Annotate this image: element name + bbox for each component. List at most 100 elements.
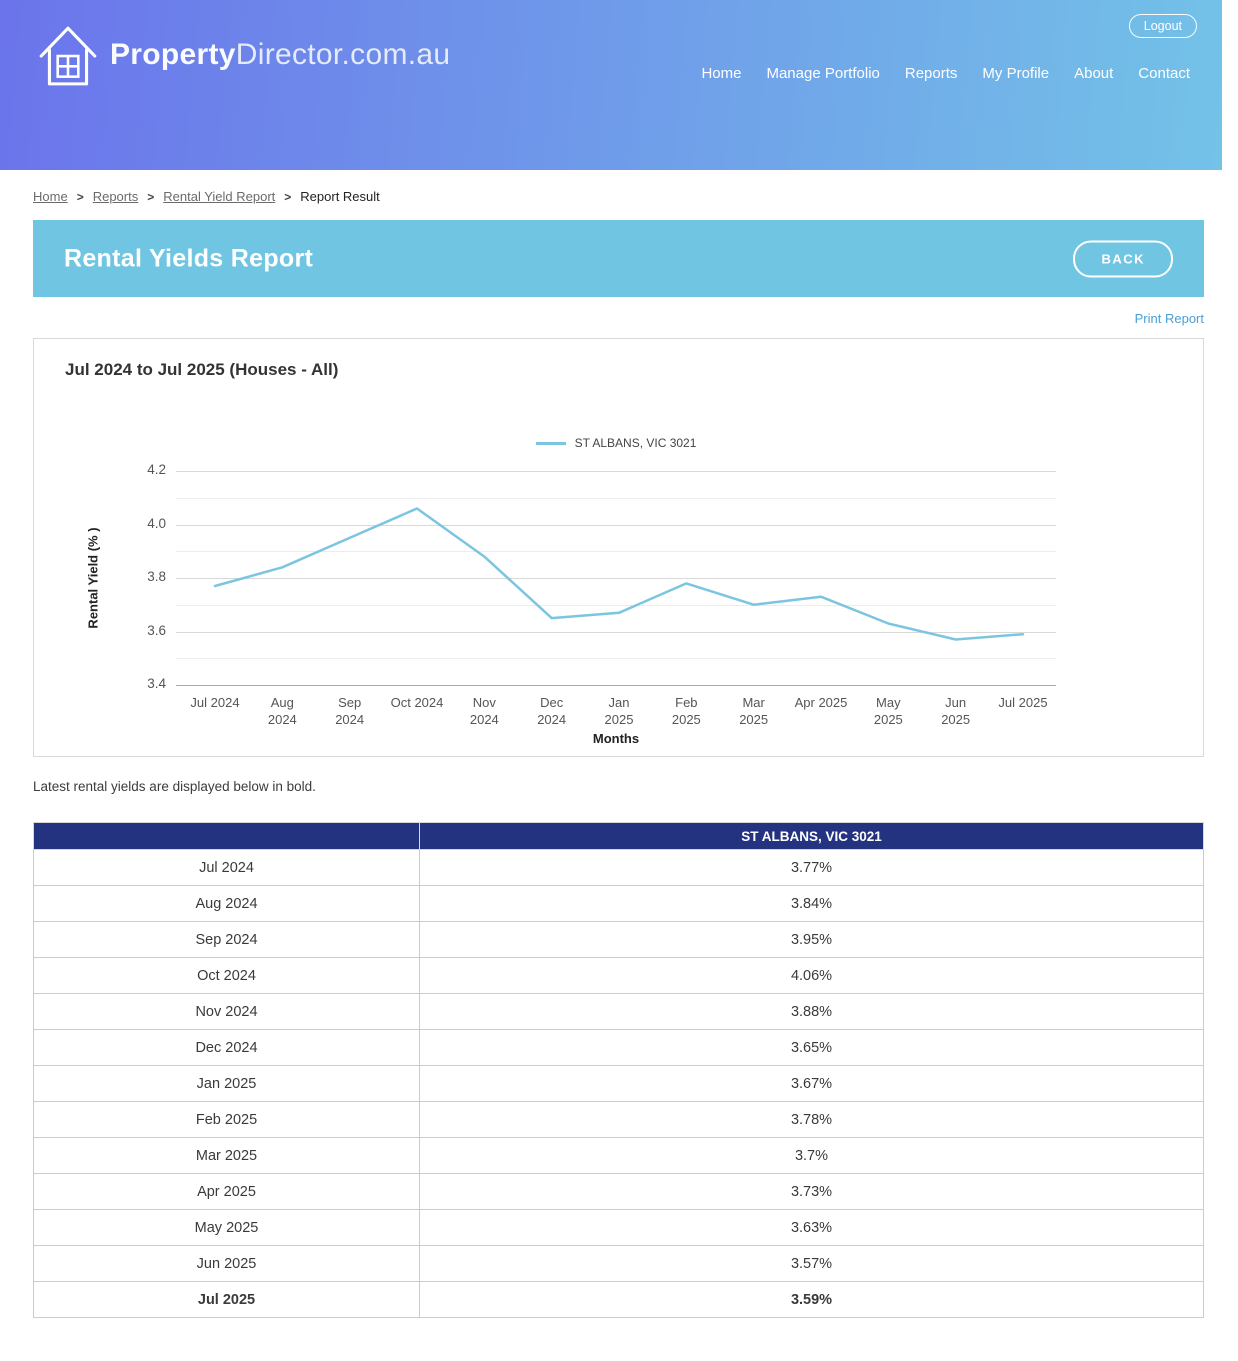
print-report-link[interactable]: Print Report <box>1134 311 1204 326</box>
table-row: Apr 2025 3.73% <box>33 1173 1204 1210</box>
table-row: Mar 2025 3.7% <box>33 1137 1204 1174</box>
table-row: Sep 2024 3.95% <box>33 921 1204 958</box>
yield-cell: 4.06% <box>419 957 1204 994</box>
breadcrumb-separator: > <box>147 189 155 204</box>
house-icon <box>39 26 97 86</box>
app-header: PropertyDirector.com.au Logout Home Manag… <box>0 0 1222 170</box>
yield-cell: 3.63% <box>419 1209 1204 1246</box>
yield-cell: 3.88% <box>419 993 1204 1030</box>
report-banner: Rental Yields Report BACK <box>33 220 1204 297</box>
table-row: Jul 2025 3.59% <box>33 1281 1204 1318</box>
table-row: Oct 2024 4.06% <box>33 957 1204 994</box>
legend-line-swatch <box>535 441 566 445</box>
yield-cell: 3.84% <box>419 885 1204 922</box>
x-tick-label: Jul 2025 <box>998 695 1048 710</box>
month-cell: Dec 2024 <box>33 1029 420 1066</box>
yield-cell: 3.65% <box>419 1029 1204 1066</box>
month-cell: Nov 2024 <box>33 993 420 1030</box>
gridline <box>176 471 1056 472</box>
x-tick-label: May 2025 <box>873 695 903 727</box>
chart-legend: ST ALBANS, VIC 3021 <box>176 436 1056 450</box>
nav-link-contact[interactable]: Contact <box>1138 65 1190 82</box>
table-row: Dec 2024 3.65% <box>33 1029 1204 1066</box>
chart-card: Jul 2024 to Jul 2025 (Houses - All) ST A… <box>33 338 1204 757</box>
y-tick-label: 4.2 <box>147 462 166 477</box>
x-tick-label: Apr 2025 <box>794 695 848 710</box>
nav-link-about[interactable]: About <box>1074 65 1114 82</box>
table-row: May 2025 3.63% <box>33 1209 1204 1246</box>
breadcrumb-item-home[interactable]: Home <box>33 189 68 204</box>
x-tick-label: Nov 2024 <box>469 695 499 727</box>
yield-cell: 3.59% <box>419 1281 1204 1318</box>
x-tick-label: Sep 2024 <box>335 695 365 727</box>
breadcrumb: Home > Reports > Rental Yield Report > Report … <box>33 189 380 204</box>
yields-table: ST ALBANS, VIC 3021 Jul 2024 3.77% Aug 202… <box>33 822 1204 1318</box>
table-header-location: ST ALBANS, VIC 3021 <box>419 822 1204 850</box>
x-tick-label: Jun 2025 <box>941 695 971 727</box>
month-cell: Feb 2025 <box>33 1101 420 1138</box>
main-nav: Home Manage Portfolio Reports My Profile Abo… <box>701 65 1190 82</box>
logo-text: PropertyDirector.com.au <box>110 38 450 72</box>
logo-text-light: Director.com.au <box>235 38 451 71</box>
month-cell: Jan 2025 <box>33 1065 420 1102</box>
yield-cell: 3.78% <box>419 1101 1204 1138</box>
x-tick-label: Feb 2025 <box>671 695 701 727</box>
chart-canvas <box>213 507 1025 641</box>
table-row: Nov 2024 3.88% <box>33 993 1204 1030</box>
nav-link-home[interactable]: Home <box>701 65 742 82</box>
table-header-row: ST ALBANS, VIC 3021 <box>33 822 1204 850</box>
rental-yield-line <box>213 507 1025 641</box>
breadcrumb-item-reports[interactable]: Reports <box>92 189 139 204</box>
table-row: Jul 2024 3.77% <box>33 849 1204 886</box>
y-tick-label: 3.8 <box>147 569 166 584</box>
gridline <box>176 604 1056 606</box>
table-header-month <box>33 822 420 850</box>
nav-link-my-profile[interactable]: My Profile <box>982 65 1050 82</box>
gridline <box>176 658 1056 660</box>
logo-text-bold: Property <box>110 38 236 71</box>
month-cell: Sep 2024 <box>33 921 420 958</box>
chart-title: Jul 2024 to Jul 2025 (Houses - All) <box>65 360 339 379</box>
yield-cell: 3.67% <box>419 1065 1204 1102</box>
note-text: Latest rental yields are displayed below… <box>33 779 316 794</box>
month-cell: Jul 2025 <box>33 1281 420 1318</box>
y-tick-label: 4.0 <box>147 515 166 531</box>
yield-cell: 3.7% <box>419 1137 1204 1174</box>
legend-label: ST ALBANS, VIC 3021 <box>574 436 697 450</box>
x-tick-label: Aug 2024 <box>267 695 297 727</box>
y-tick-label: 3.4 <box>147 676 166 691</box>
gridline <box>176 685 1056 686</box>
yields-table-body: Jul 2024 3.77% Aug 2024 3.84% Sep 2024 3.95% O… <box>33 849 1204 1318</box>
yield-cell: 3.57% <box>419 1245 1204 1282</box>
table-row: Jan 2025 3.67% <box>33 1065 1204 1102</box>
breadcrumb-separator: > <box>284 189 292 204</box>
x-axis-label: Months <box>592 731 640 746</box>
yield-cell: 3.77% <box>419 849 1204 886</box>
gridline <box>176 578 1056 579</box>
nav-link-manage-portfolio[interactable]: Manage Portfolio <box>766 65 880 82</box>
x-tick-label: Mar 2025 <box>739 695 769 727</box>
month-cell: Oct 2024 <box>33 957 420 994</box>
yield-cell: 3.73% <box>419 1173 1204 1210</box>
breadcrumb-item-rental-yield-report[interactable]: Rental Yield Report <box>163 189 276 204</box>
property-director-logo[interactable]: PropertyDirector.com.au <box>38 22 450 88</box>
gridline <box>176 551 1056 553</box>
table-row: Aug 2024 3.84% <box>33 885 1204 922</box>
yield-cell: 3.95% <box>419 921 1204 958</box>
logout-button[interactable]: Logout <box>1128 14 1197 38</box>
print-report-wrap: Print Report <box>33 310 1204 328</box>
month-cell: May 2025 <box>33 1209 420 1246</box>
month-cell: Mar 2025 <box>33 1137 420 1174</box>
month-cell: Apr 2025 <box>33 1173 420 1210</box>
table-row: Feb 2025 3.78% <box>33 1101 1204 1138</box>
gridline <box>176 524 1056 526</box>
breadcrumb-item-report-result: Report Result <box>300 189 380 204</box>
back-button[interactable]: BACK <box>1073 240 1173 277</box>
breadcrumb-separator: > <box>76 189 84 204</box>
nav-link-reports[interactable]: Reports <box>904 65 958 82</box>
table-row: Jun 2025 3.57% <box>33 1245 1204 1282</box>
page-title: Rental Yields Report <box>64 244 314 272</box>
gridline <box>176 497 1056 499</box>
gridline <box>176 631 1056 633</box>
x-tick-label: Jul 2024 <box>190 695 240 710</box>
